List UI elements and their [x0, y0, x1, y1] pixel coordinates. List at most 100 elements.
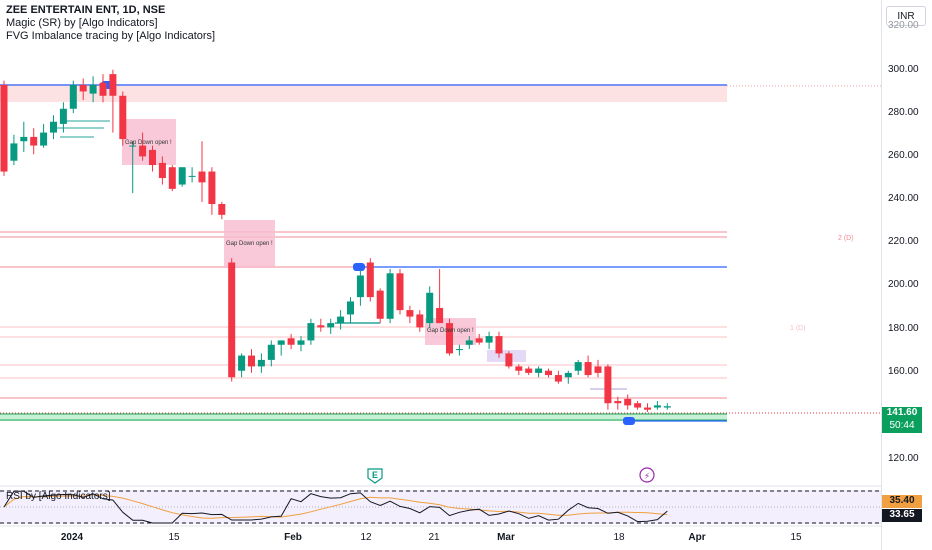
candle — [604, 364, 612, 410]
price-tick: 300.00 — [888, 64, 919, 75]
price-scale[interactable] — [881, 0, 932, 550]
overlay-layer — [0, 81, 881, 527]
candle-body — [485, 336, 493, 343]
pivot-high-marker — [353, 263, 365, 271]
candle-body — [208, 171, 216, 205]
candle — [158, 156, 166, 185]
candle — [168, 165, 176, 192]
fvg-label: Gap Down open ! — [427, 328, 474, 334]
price-tick: 220.00 — [888, 236, 919, 247]
candle-body — [89, 84, 97, 94]
price-tick: 320.00 — [888, 20, 919, 31]
last-price-badge: 141.60 — [882, 407, 922, 420]
rsi-band — [0, 490, 881, 524]
candle-body — [198, 171, 206, 183]
candle — [50, 115, 57, 140]
currency-button[interactable]: INR — [886, 6, 926, 26]
candle-body — [634, 403, 642, 408]
candle — [287, 333, 295, 350]
candle-body — [99, 82, 107, 96]
candle — [554, 370, 562, 384]
candle-body — [40, 132, 48, 146]
candle-body — [119, 95, 127, 140]
candle-body — [297, 340, 305, 345]
candle — [515, 364, 523, 376]
candle-body — [50, 121, 57, 133]
candle-body — [178, 167, 186, 185]
candle — [525, 366, 533, 376]
candle-body — [30, 136, 38, 146]
candle-body — [545, 370, 552, 376]
candle-body — [287, 338, 295, 345]
price-tick: 240.00 — [888, 193, 919, 204]
candle — [663, 403, 671, 410]
candle-body — [228, 262, 236, 378]
candle-body — [317, 325, 325, 328]
candle-body — [109, 74, 117, 96]
rsi-value-badge: 33.65 — [882, 509, 922, 522]
lightning-icon — [639, 467, 655, 483]
candle — [317, 318, 325, 332]
candle — [59, 102, 67, 133]
candle-body — [10, 143, 18, 161]
candle-body — [416, 314, 424, 328]
candle — [455, 344, 463, 356]
time-tick: Apr — [688, 532, 706, 543]
fvg-label: Gap Down open ! — [125, 140, 172, 146]
candle — [426, 286, 434, 328]
price-tick: 200.00 — [888, 279, 919, 290]
candle-body — [129, 145, 137, 147]
candle-body — [257, 359, 265, 367]
candle-body — [59, 108, 67, 124]
candle-body — [0, 84, 8, 172]
candle-body — [465, 340, 473, 345]
candle-body — [79, 84, 87, 92]
candle — [535, 366, 543, 378]
support-zone — [0, 413, 727, 421]
time-tick: Feb — [284, 532, 302, 543]
candle-body — [436, 307, 444, 324]
indicator-sr-label[interactable]: Magic (SR) by [Algo Indicators] — [6, 17, 158, 29]
candle — [238, 353, 246, 378]
rsi-ma-line — [3, 494, 668, 519]
candle — [248, 349, 255, 373]
candle-body — [614, 401, 622, 404]
candle — [277, 340, 285, 356]
time-tick: 15 — [168, 532, 180, 543]
candle — [297, 336, 305, 352]
earnings-marker[interactable]: E — [367, 468, 383, 484]
sr-label: 2 (D) — [838, 235, 854, 242]
candle-body — [396, 273, 404, 311]
candle-body — [554, 375, 562, 382]
candle — [0, 80, 8, 176]
candle-body — [624, 398, 632, 406]
candle-body — [149, 149, 156, 166]
price-tick: 160.00 — [888, 366, 919, 377]
time-tick: 15 — [790, 532, 802, 543]
candle — [624, 394, 632, 410]
candle — [505, 351, 513, 369]
candle — [119, 91, 127, 146]
candle — [10, 134, 18, 166]
candle — [416, 310, 424, 332]
svg-text:E: E — [372, 470, 378, 480]
candle-body — [168, 167, 176, 189]
rsi-ma-badge: 35.40 — [882, 495, 922, 508]
candle-body — [139, 145, 147, 157]
candle — [376, 288, 384, 324]
candle — [337, 310, 345, 330]
rsi-indicator-label[interactable]: RSI by [Algo Indicators] — [6, 491, 111, 502]
candle — [257, 353, 265, 373]
split-marker[interactable]: ⚡ — [639, 467, 655, 483]
indicator-fvg-label[interactable]: FVG Imbalance tracing by [Algo Indicator… — [6, 30, 216, 42]
candle — [465, 336, 473, 350]
time-tick: 21 — [428, 532, 440, 543]
candle-body — [515, 366, 523, 371]
candle-body — [475, 338, 483, 343]
candle — [614, 396, 622, 410]
symbol-title[interactable]: ZEE ENTERTAIN ENT, 1D, NSE — [6, 4, 166, 16]
chart-legend[interactable]: ZEE ENTERTAIN ENT, 1D, NSE Magic (SR) by… — [6, 4, 215, 43]
candle-body — [158, 162, 166, 179]
candle-body — [307, 323, 315, 341]
